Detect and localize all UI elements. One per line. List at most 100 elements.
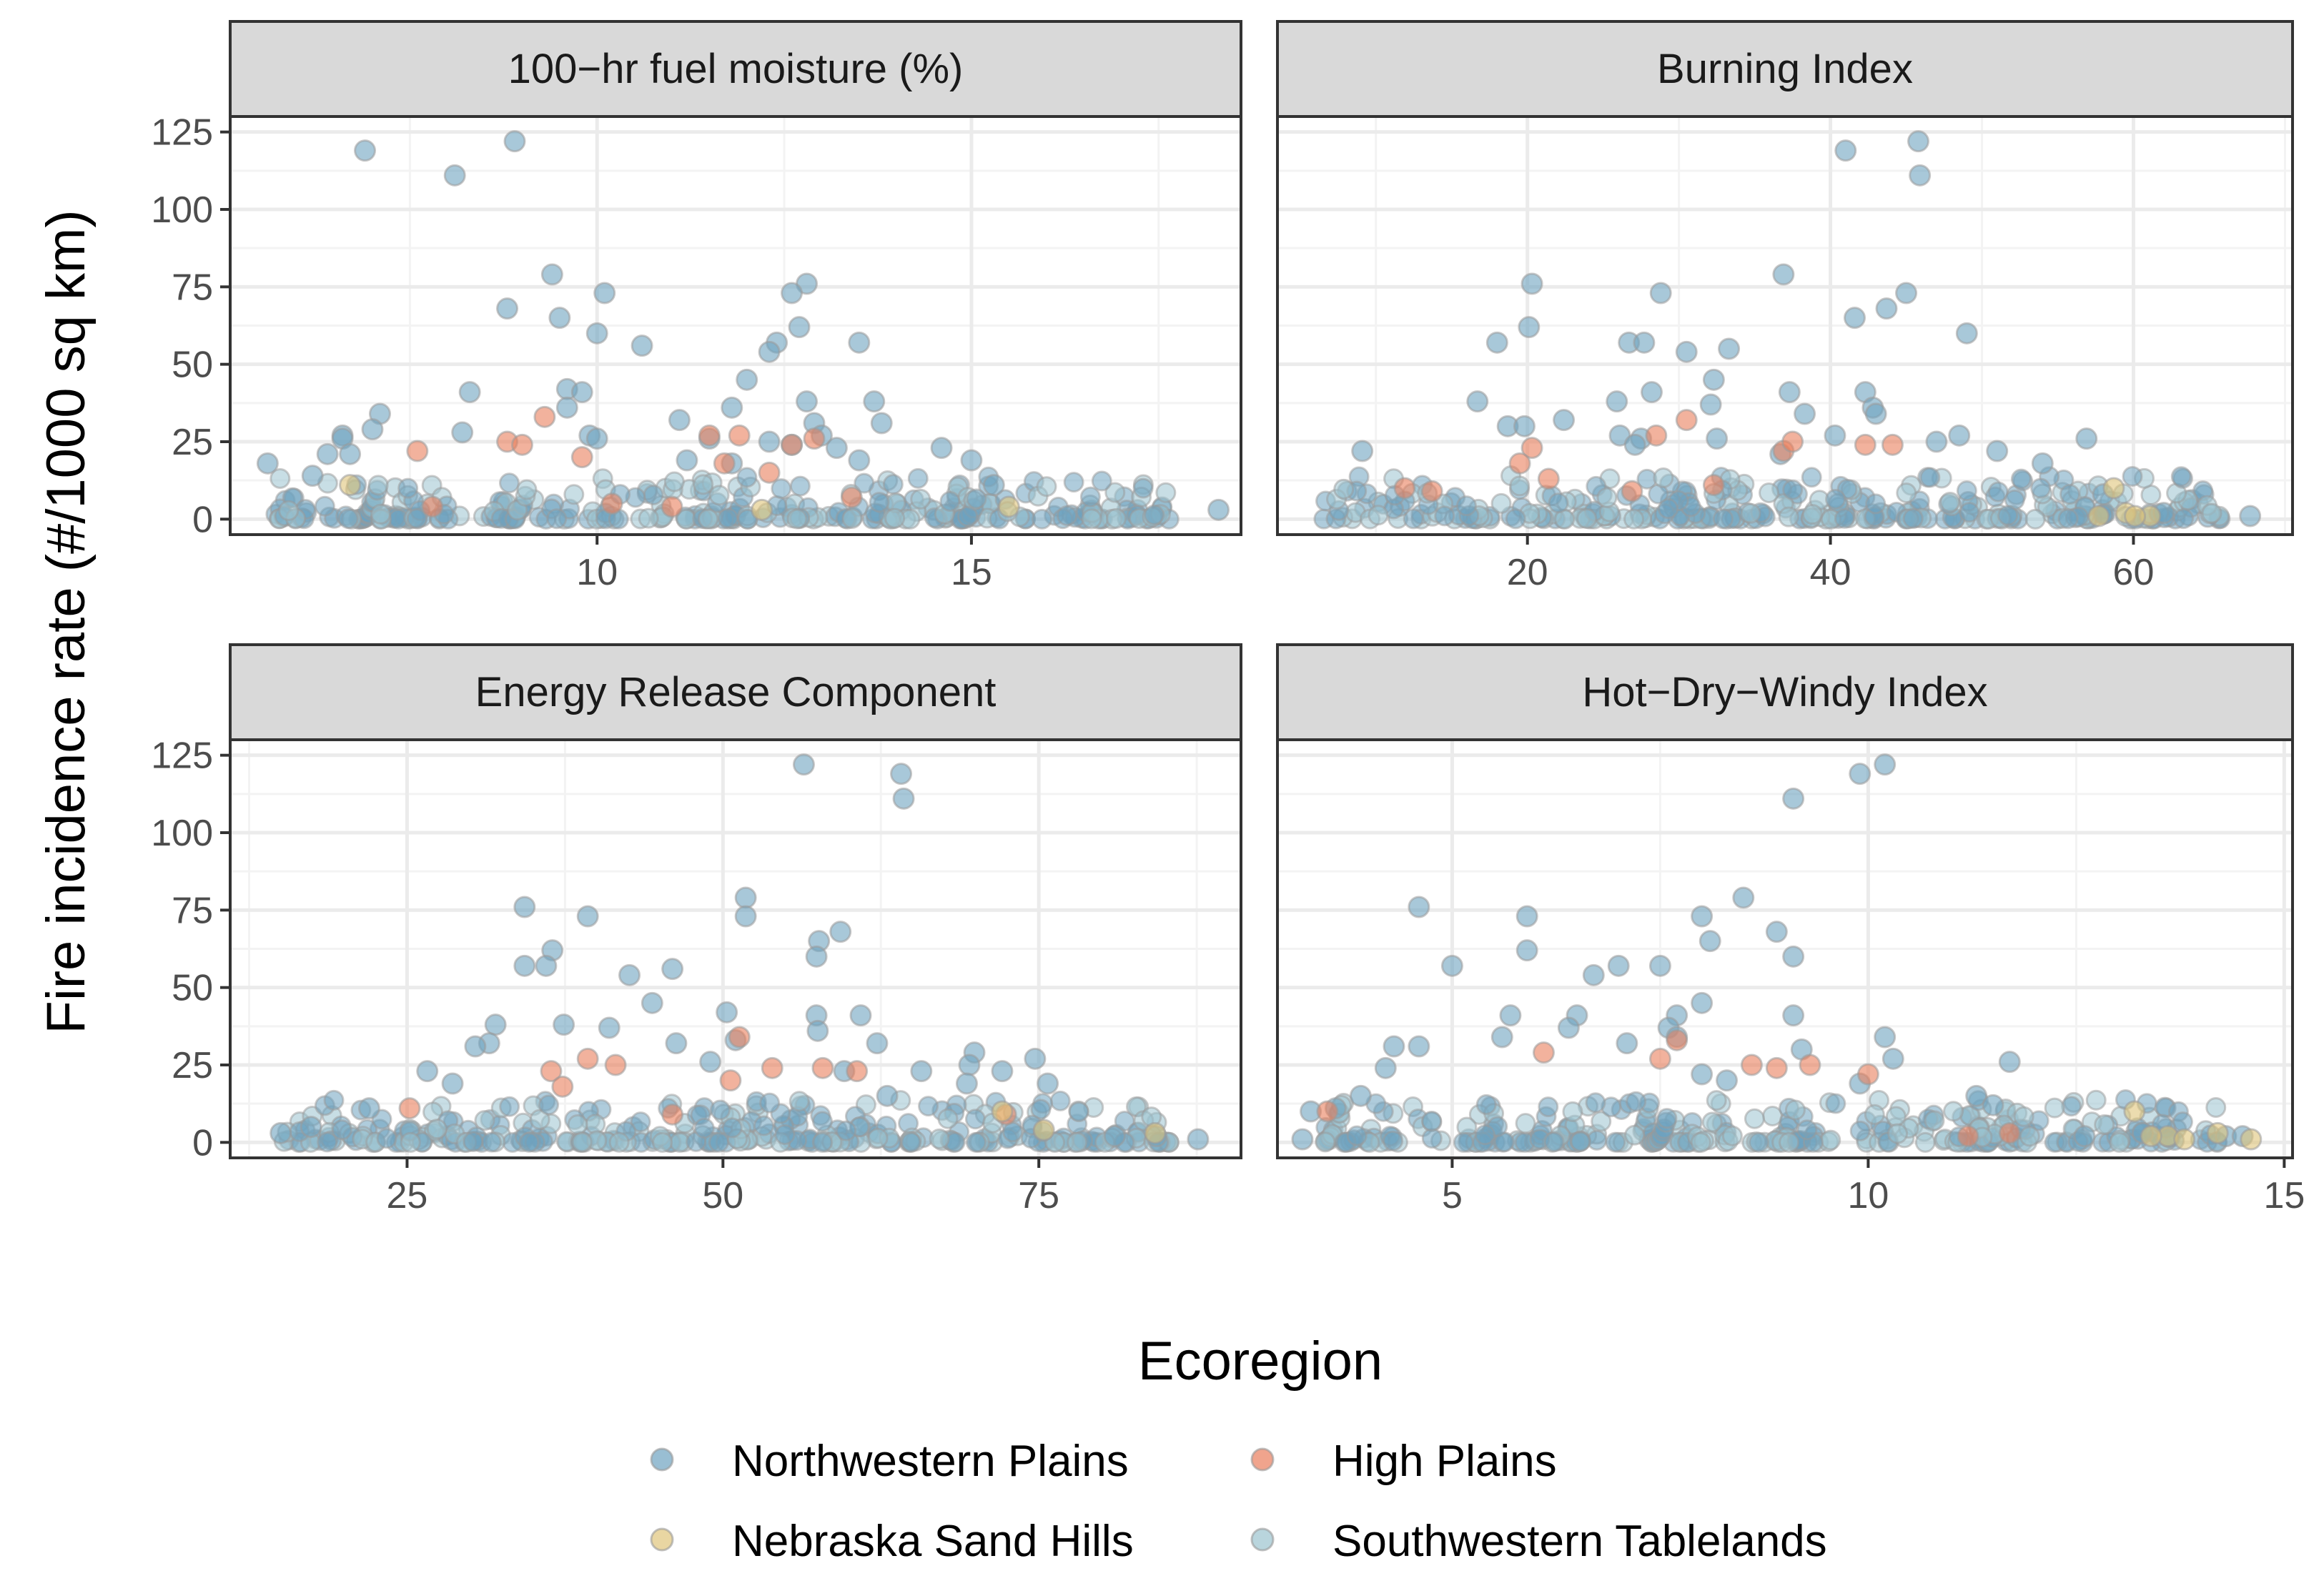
scatter-point [1421,1128,1443,1149]
scatter-point [991,1100,1014,1123]
scatter-point [2013,1106,2034,1127]
scatter-point [2205,1096,2227,1118]
x-tick-label: 25 [387,1175,428,1216]
scatter-point [339,474,362,497]
scatter-point [1616,1032,1638,1055]
scatter-point [1103,1125,1126,1148]
scatter-point [1144,504,1165,525]
panel-border [1276,115,2294,536]
scatter-point [721,396,743,419]
scatter-point [1605,1131,1626,1153]
scatter-point [638,507,659,529]
scatter-point [792,753,815,776]
legend-label: Southwestern Tablelands [1332,1517,1827,1566]
scatter-point [1624,1124,1646,1146]
scatter-point [1794,402,1816,425]
scatter-point [786,508,808,530]
scatter-point [1824,424,1846,447]
x-tick-label: 15 [2263,1175,2305,1216]
scatter-point [1653,467,1674,488]
scatter-point [1740,502,1761,524]
scatter-point [771,478,792,500]
panel-border [229,738,1242,1159]
scatter-point [416,1060,439,1083]
scatter-point [848,449,871,472]
scatter-point [929,1128,950,1149]
scatter-point [796,390,819,413]
scatter-point [781,282,803,304]
scatter-point [300,1116,322,1139]
scatter-point [884,507,906,529]
scatter-point [256,452,279,475]
scatter-point [854,472,875,494]
scatter-point [604,1054,627,1076]
scatter-point [1902,507,1924,529]
scatter-point [1779,1131,1800,1153]
scatter-point [270,468,291,490]
scatter-point [716,1001,738,1024]
scatter-point [270,1121,292,1144]
scatter-point [1982,1094,2004,1116]
scatter-point [1521,272,1543,295]
scatter-point [2044,1097,2065,1119]
y-tick-label: 50 [172,968,213,1009]
panel-title: Energy Release Component [475,669,997,715]
scatter-point [736,467,758,488]
scatter-point [825,437,848,460]
scatter-point [585,427,608,450]
scatter-point [759,1092,781,1114]
scatter-point [317,1131,338,1153]
panel-strip [229,643,1242,741]
scatter-point [1596,487,1618,508]
scatter-point [1834,507,1855,529]
scatter-point [721,1117,743,1139]
scatter-point [1782,787,1805,810]
scatter-point [788,1091,810,1112]
scatter-point [1956,480,1977,502]
scatter-point [400,1131,421,1153]
scatter-point [1778,381,1801,404]
scatter-point [1796,1119,1818,1141]
scatter-point [1024,1047,1047,1070]
scatter-point [930,437,953,460]
scatter-point [1475,1094,1497,1115]
scatter-point [1648,1047,1671,1070]
x-tick-label: 50 [702,1175,743,1216]
panel-title: Burning Index [1657,46,1913,92]
scatter-point [1585,1092,1606,1114]
scatter-point [498,472,520,494]
scatter-point [955,1072,978,1095]
scatter-point [736,368,758,391]
scatter-point [758,461,781,484]
scatter-point [1834,139,1857,162]
scatter-point [1997,505,2019,526]
scatter-point [1049,1090,1071,1111]
scatter-point [699,1051,722,1074]
scatter-point [458,381,481,404]
scatter-point [982,474,1005,497]
scatter-point [1499,1004,1522,1027]
scatter-point [1718,337,1741,360]
scatter-point [892,787,915,810]
scatter-point [870,412,893,435]
y-tick-label: 100 [151,813,213,854]
scatter-point [693,1117,715,1139]
scatter-point [1368,505,1389,526]
scatter-point [1403,508,1424,530]
scatter-point [1957,1125,1979,1148]
scatter-point [2019,1126,2040,1147]
scatter-point [1346,1125,1368,1146]
scatter-point [1885,1106,1907,1127]
scatter-point [789,475,811,497]
scatter-point [1784,1099,1806,1121]
legend-title: Ecoregion [1138,1331,1383,1392]
scatter-point [2124,505,2147,527]
scatter-point [907,467,929,489]
scatter-point [1132,477,1154,499]
legend-key [1250,1527,1275,1552]
scatter-point [1466,390,1489,413]
y-tick-label: 75 [172,267,213,308]
scatter-point [1849,763,1871,785]
scatter-point [846,1060,869,1083]
